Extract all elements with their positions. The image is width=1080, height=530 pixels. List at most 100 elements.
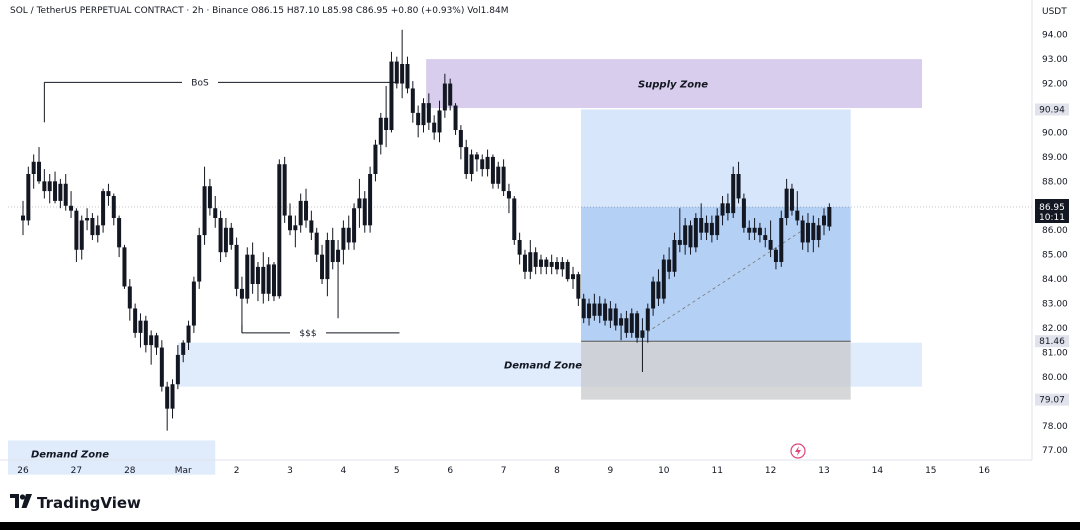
candle-120-body	[661, 259, 666, 299]
x-tick-18: 16	[978, 466, 990, 476]
x-tick-3: Mar	[175, 466, 192, 476]
candle-54-body	[309, 220, 314, 233]
candle-9-body	[69, 205, 74, 211]
candle-56-body	[320, 254, 325, 280]
candle-46-body	[266, 264, 271, 294]
candle-103-body	[571, 274, 576, 280]
symbol-header: SOL / TetherUS PERPETUAL CONTRACT · 2h ·…	[10, 6, 509, 16]
candle-69-body	[389, 61, 394, 130]
candle-78-body	[437, 110, 442, 133]
position-target-area	[581, 109, 851, 207]
tradingview-brand[interactable]: TradingView	[10, 494, 141, 512]
candle-14-body	[95, 225, 100, 236]
y-tick-2: 92.00	[1042, 80, 1068, 90]
candle-145-body	[795, 210, 800, 221]
candle-16-body	[106, 191, 111, 196]
candle-131-body	[720, 203, 725, 216]
candle-18-body	[117, 218, 122, 248]
candle-101-body	[560, 262, 565, 270]
candle-74-body	[416, 112, 421, 126]
y-tick-12: 82.00	[1042, 324, 1068, 334]
x-tick-12: 10	[658, 466, 670, 476]
candle-114-body	[629, 313, 634, 333]
candle-144-body	[789, 188, 794, 211]
candle-49-body	[282, 164, 287, 216]
x-tick-9: 7	[501, 466, 507, 476]
y-tick-16: 78.00	[1042, 422, 1068, 432]
x-tick-6: 4	[341, 466, 347, 476]
candle-86-body	[480, 159, 485, 170]
y-tick-0: 94.00	[1042, 31, 1068, 41]
candle-128-body	[704, 222, 709, 233]
candle-39-body	[229, 227, 234, 245]
bottom-bar	[0, 522, 1080, 530]
candle-51-body	[293, 225, 298, 231]
x-tick-7: 5	[394, 466, 400, 476]
candle-63-body	[357, 198, 362, 209]
candle-32-body	[191, 281, 196, 326]
y-tick-11: 83.00	[1042, 300, 1068, 310]
zone-1-label: Demand Zone	[504, 361, 582, 372]
candle-73-body	[410, 88, 415, 113]
candle-137-body	[752, 227, 757, 233]
candle-4-body	[42, 181, 47, 192]
candle-17-body	[111, 196, 116, 218]
annotation-1-label: $$$	[299, 329, 316, 339]
x-tick-4: 2	[234, 466, 240, 476]
candle-47-body	[271, 264, 276, 297]
logo-shape	[10, 494, 32, 508]
y-tick-5: 89.00	[1042, 153, 1068, 163]
candle-58-body	[330, 240, 335, 262]
candle-28-body	[170, 384, 175, 409]
candle-72-body	[405, 64, 410, 89]
y-tick-6: 88.00	[1042, 177, 1068, 187]
candle-121-body	[667, 259, 672, 272]
candle-141-body	[773, 249, 778, 262]
candle-8-body	[63, 183, 68, 206]
candle-35-body	[207, 186, 212, 209]
candle-12-body	[85, 218, 90, 221]
x-tick-0: 26	[17, 466, 29, 476]
candle-2-body	[31, 161, 36, 174]
candle-57-body	[325, 240, 330, 280]
candle-52-body	[298, 200, 303, 226]
candle-127-body	[699, 218, 704, 233]
y-tick-14: 80.00	[1042, 373, 1068, 383]
candle-149-body	[816, 225, 821, 240]
tradingview-logo-icon	[10, 494, 32, 512]
candle-59-body	[336, 249, 341, 262]
x-tick-16: 14	[872, 466, 884, 476]
price-tag-3-value: 79.07	[1039, 396, 1065, 406]
currency-label: USDT	[1042, 7, 1067, 17]
candle-62-body	[352, 208, 357, 243]
candle-43-body	[250, 254, 255, 284]
candle-139-body	[763, 235, 768, 240]
candle-104-body	[576, 274, 581, 299]
candle-71-body	[400, 64, 405, 84]
x-tick-14: 12	[765, 466, 776, 476]
candle-84-body	[469, 154, 474, 174]
candle-15-body	[101, 191, 106, 226]
annotation-0-label: BoS	[191, 78, 209, 88]
candle-5-body	[47, 181, 52, 192]
candle-135-body	[741, 198, 746, 228]
candle-82-body	[458, 130, 463, 148]
x-tick-8: 6	[447, 466, 453, 476]
candle-80-body	[448, 83, 453, 106]
price-tag-0-value: 90.94	[1039, 105, 1065, 115]
candle-53-body	[304, 200, 309, 221]
candle-94-body	[522, 254, 527, 272]
candle-65-body	[368, 174, 373, 226]
candle-66-body	[373, 144, 378, 174]
candle-21-body	[133, 308, 138, 333]
candle-146-body	[800, 220, 805, 243]
candle-6-body	[53, 181, 58, 201]
candle-143-body	[784, 188, 789, 218]
candle-27-body	[165, 386, 170, 409]
candle-30-body	[181, 342, 186, 355]
candle-26-body	[159, 347, 164, 387]
price-tag-2-value: 81.46	[1039, 337, 1065, 347]
candle-111-body	[613, 308, 618, 326]
candle-99-body	[549, 262, 554, 267]
